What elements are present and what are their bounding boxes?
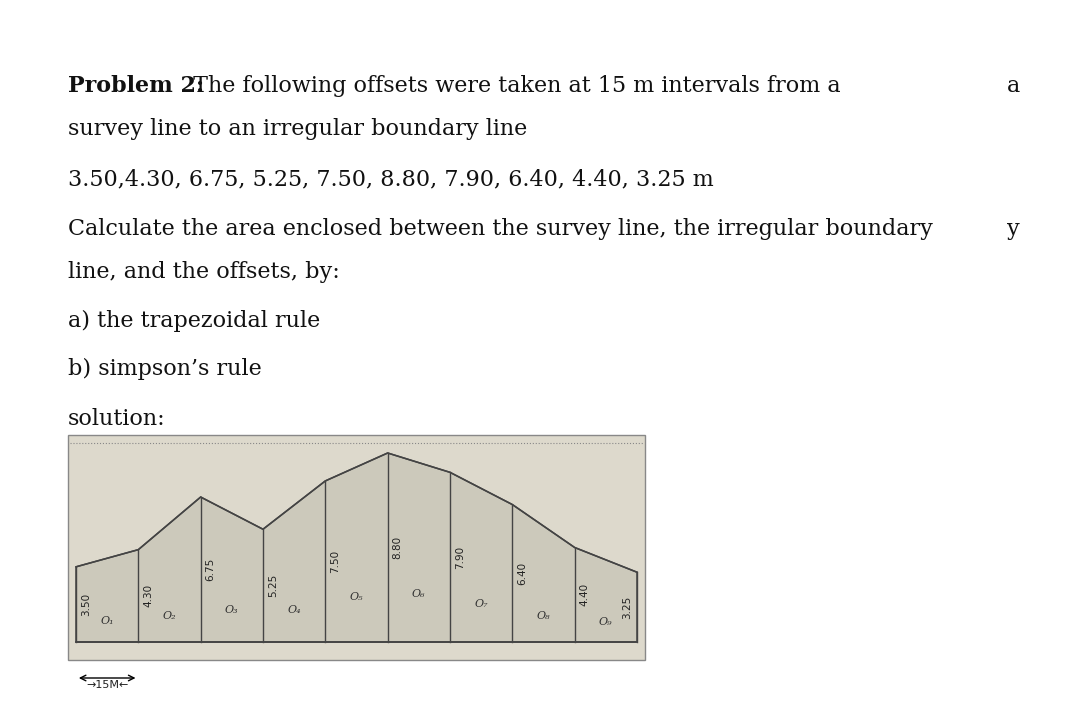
Text: →15M←: →15M← <box>86 680 129 690</box>
Text: b) simpson’s rule: b) simpson’s rule <box>68 358 261 380</box>
Text: 6.40: 6.40 <box>517 562 527 585</box>
Text: Calculate the area enclosed between the survey line, the irregular boundary: Calculate the area enclosed between the … <box>68 218 933 240</box>
Text: a) the trapezoidal rule: a) the trapezoidal rule <box>68 310 321 332</box>
Text: survey line to an irregular boundary line: survey line to an irregular boundary lin… <box>68 118 527 140</box>
Text: O₃: O₃ <box>225 606 239 615</box>
Text: O₅: O₅ <box>350 592 363 602</box>
Text: 7.50: 7.50 <box>330 550 340 573</box>
Text: O₂: O₂ <box>163 611 176 621</box>
Text: 6.75: 6.75 <box>205 558 216 581</box>
Text: O₈: O₈ <box>537 611 551 620</box>
Text: 7.90: 7.90 <box>455 545 465 569</box>
Text: 4.30: 4.30 <box>144 584 153 607</box>
Text: solution:: solution: <box>68 408 165 430</box>
Text: a: a <box>1007 75 1020 97</box>
Polygon shape <box>76 453 637 642</box>
Text: O₁: O₁ <box>100 616 114 626</box>
Text: line, and the offsets, by:: line, and the offsets, by: <box>68 261 340 283</box>
Text: 4.40: 4.40 <box>580 583 590 606</box>
Text: y: y <box>1008 218 1020 240</box>
Bar <box>68 435 645 660</box>
Text: O₄: O₄ <box>287 606 301 615</box>
Text: 8.80: 8.80 <box>393 536 403 559</box>
Text: 3.50: 3.50 <box>81 593 91 616</box>
Text: O₉: O₉ <box>599 618 612 627</box>
Text: The following offsets were taken at 15 m intervals from a: The following offsets were taken at 15 m… <box>186 75 840 97</box>
Text: O₆: O₆ <box>413 590 426 599</box>
Text: 3.50,4.30, 6.75, 5.25, 7.50, 8.80, 7.90, 6.40, 4.40, 3.25 m: 3.50,4.30, 6.75, 5.25, 7.50, 8.80, 7.90,… <box>68 168 714 190</box>
Text: 5.25: 5.25 <box>268 574 278 597</box>
Text: Problem 2:: Problem 2: <box>68 75 204 97</box>
Text: 3.25: 3.25 <box>622 595 632 619</box>
Text: O₇: O₇ <box>474 599 488 608</box>
